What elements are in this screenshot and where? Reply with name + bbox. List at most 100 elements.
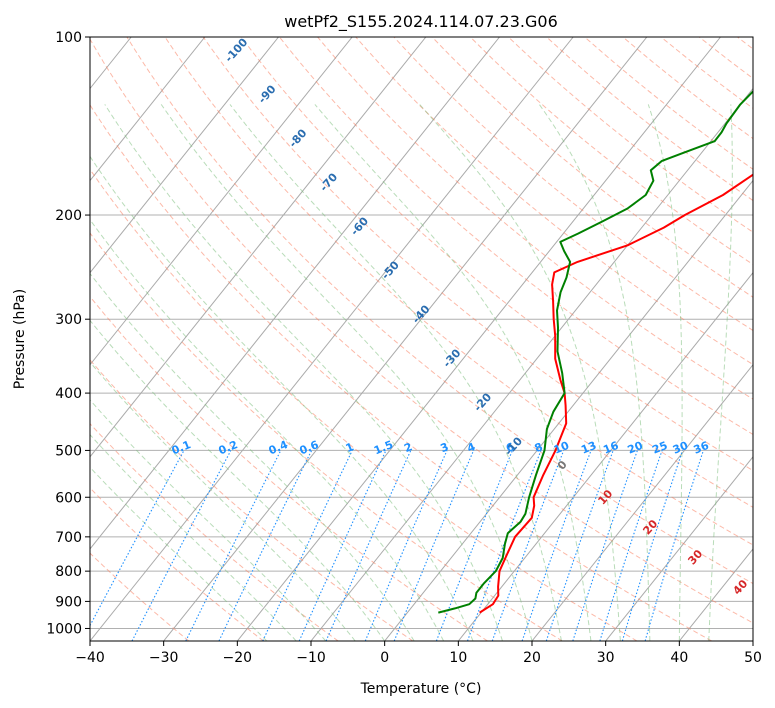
moist-adiabat-line <box>647 104 683 641</box>
x-tick-label: 0 <box>380 650 389 666</box>
mixing-ratio-label: 2 <box>402 440 414 455</box>
x-tick-label: −10 <box>296 650 326 666</box>
mixing-ratio-line <box>521 450 592 641</box>
moist-adiabat-line <box>90 155 474 641</box>
y-axis-ticks: 100 200 300 400 500 600 700 800 900 1000 <box>46 30 90 637</box>
x-tick-label: −20 <box>223 650 253 666</box>
mixing-ratio-label: 3 <box>439 440 451 455</box>
moist-adiabat-line <box>538 104 651 641</box>
moist-adiabat-line <box>90 361 356 641</box>
mixing-ratio-label: 30 <box>671 439 690 457</box>
isotherm-line <box>310 87 753 641</box>
mixing-ratio-label: 36 <box>692 439 711 457</box>
isotherm-line <box>457 271 753 641</box>
y-tick-label: 500 <box>55 443 82 459</box>
x-tick-label: 30 <box>597 650 615 666</box>
x-tick-label: −40 <box>75 650 105 666</box>
isotherm-line <box>90 37 279 274</box>
mixing-ratio-line <box>621 450 684 641</box>
mixing-ratio-label: 1 <box>344 440 356 455</box>
isotherm-line <box>90 37 500 550</box>
isotherm-line <box>605 456 753 641</box>
y-tick-label: 600 <box>55 490 82 506</box>
y-tick-label: 700 <box>55 530 82 546</box>
mixing-ratio-line <box>435 450 514 641</box>
mixing-ratio-line <box>393 450 475 641</box>
mixing-ratio-line <box>466 450 542 641</box>
x-axis-ticks: −40 −30 −20 −10 0 10 20 30 40 50 <box>75 641 762 666</box>
dry-adiabat-line <box>240 37 753 472</box>
moist-adiabat-line <box>90 433 297 641</box>
y-tick-label: 300 <box>55 312 82 328</box>
dry-adiabat-line <box>90 422 339 641</box>
isotherm-lines <box>90 37 753 641</box>
x-tick-label: 10 <box>449 650 467 666</box>
chart-title: wetPf2_S155.2024.114.07.23.G06 <box>284 12 558 32</box>
mixing-ratio-line <box>262 450 353 641</box>
mixing-ratio-line <box>572 450 638 641</box>
plot-frame <box>89 36 754 642</box>
dewpoint-line <box>438 89 753 614</box>
dry-adiabat-line <box>431 37 753 298</box>
mixing-ratio-lines <box>90 450 704 641</box>
moist-adiabat-line <box>90 272 415 641</box>
x-axis-label: Temperature (°C) <box>360 681 482 697</box>
moist-adiabat-line <box>160 104 533 641</box>
isotherm-line <box>90 37 574 641</box>
y-tick-label: 200 <box>55 208 82 224</box>
moist-adiabat-line <box>104 104 503 641</box>
dry-adiabat-line <box>164 37 753 546</box>
moist-adiabat-line <box>708 104 733 641</box>
dry-adiabat-line <box>90 104 712 641</box>
x-tick-label: 40 <box>670 650 688 666</box>
mixing-ratio-label: 25 <box>650 439 669 457</box>
dry-adiabat-line <box>90 359 414 641</box>
y-tick-label: 800 <box>55 564 82 580</box>
temperature-line <box>479 173 753 614</box>
x-tick-label: 20 <box>523 650 541 666</box>
dry-adiabat-line <box>90 38 753 624</box>
mixing-ratio-line <box>298 450 387 641</box>
dry-adiabat-line <box>90 295 488 641</box>
mixing-ratio-line <box>185 450 282 641</box>
mixing-ratio-line <box>599 450 663 641</box>
mixing-ratio-line <box>90 450 185 627</box>
mixing-ratio-line <box>218 450 313 641</box>
y-tick-label: 900 <box>55 594 82 610</box>
isotherm-line <box>384 179 753 641</box>
moist-adiabat-line <box>90 466 268 641</box>
mixing-ratio-line <box>364 450 448 641</box>
isotherm-line <box>90 37 353 366</box>
moist-adiabat-line <box>229 104 562 641</box>
isotherm-line <box>531 363 753 641</box>
dry-adiabat-line <box>279 37 753 436</box>
x-tick-label: −30 <box>149 650 179 666</box>
mixing-ratio-label: 10 <box>552 439 571 457</box>
dry-adiabat-line <box>90 552 190 641</box>
x-tick-label: 50 <box>744 650 762 666</box>
moist-adiabat-line <box>90 218 445 641</box>
mixing-ratio-line <box>131 450 232 641</box>
mixing-ratio-line <box>491 450 565 641</box>
moist-adiabat-line <box>90 319 386 641</box>
dry-adiabat-line <box>90 168 638 641</box>
mixing-ratio-line <box>545 450 614 641</box>
isotherm-line <box>90 37 206 182</box>
plot-area: 0.1 0.2 0.4 0.6 1 1.5 2 3 4 6 8 10 13 16 20 25 30 36-100-… <box>90 37 753 641</box>
mixing-ratio-label: 16 <box>601 439 620 457</box>
dry-adiabat-line <box>393 37 753 332</box>
dry-adiabat-line <box>90 487 264 641</box>
isotherm-line <box>163 37 648 641</box>
dry-adiabat-line <box>355 37 753 366</box>
moist-adiabat-lines <box>90 104 733 641</box>
y-tick-label: 100 <box>55 30 82 46</box>
mixing-ratio-label: 8 <box>533 440 545 455</box>
isotherm-line <box>236 37 721 641</box>
moist-adiabat-line <box>419 104 621 641</box>
mixing-ratio-line <box>644 450 704 641</box>
isotherm-line <box>90 37 427 458</box>
sounding-series <box>438 89 753 614</box>
mixing-ratio-label: 13 <box>579 439 598 457</box>
mixing-ratio-label: 20 <box>626 439 645 457</box>
